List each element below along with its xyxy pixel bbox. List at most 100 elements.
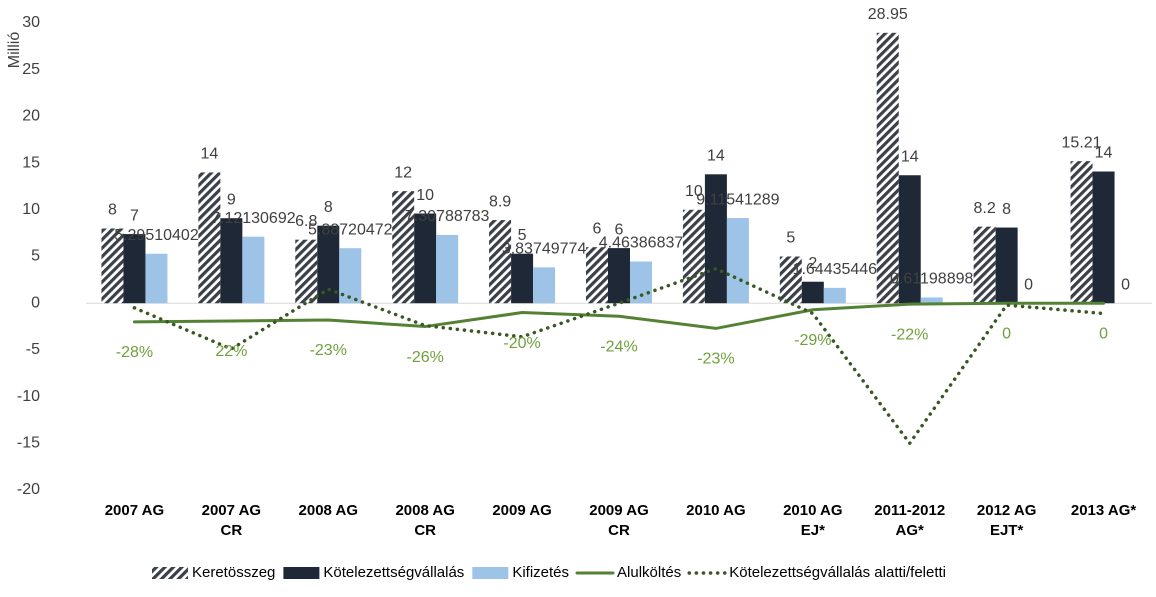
- x-tick-line: AG*: [896, 522, 925, 539]
- bar: [220, 218, 243, 304]
- bar: [242, 236, 265, 304]
- data-label: 0: [1024, 276, 1033, 293]
- data-label: 5: [786, 230, 795, 247]
- annotation: -23%: [697, 351, 734, 368]
- y-tick-label: 5: [31, 248, 40, 265]
- x-tick-line: EJ*: [801, 522, 825, 539]
- line-series: [132, 301, 1106, 330]
- data-label: 7.30788783: [405, 208, 490, 225]
- bar: [586, 247, 608, 304]
- x-tick-label: 2013 AG*: [1071, 502, 1136, 519]
- data-label: 9: [227, 191, 236, 208]
- x-tick-line: 2009 AG: [492, 502, 551, 519]
- y-tick-label: 0: [31, 294, 40, 311]
- x-tick-line: CR: [608, 522, 630, 539]
- legend-label: Kötelezettségvállalás alatti/feletti: [729, 564, 946, 581]
- data-label: 12: [394, 164, 412, 181]
- y-axis-label: Millió: [6, 32, 23, 69]
- data-label: 6: [615, 221, 624, 238]
- data-label: 14: [1095, 145, 1113, 162]
- data-label: 7.12130692: [211, 210, 296, 227]
- bar: [101, 228, 124, 304]
- bar: [726, 218, 749, 304]
- x-tick-label: 2008 AG: [299, 502, 358, 519]
- y-tick-label: 15: [22, 154, 40, 171]
- x-tick-label: 2011-2012 AG*: [874, 502, 945, 539]
- data-label: 0: [1121, 276, 1130, 293]
- x-tick-line: 2013 AG*: [1071, 502, 1136, 519]
- bar: [317, 225, 340, 304]
- annotation: -29%: [794, 332, 831, 349]
- data-label: 14: [200, 146, 218, 163]
- y-tick-label: 20: [22, 108, 40, 125]
- bar: [339, 248, 362, 304]
- data-label: 0.61198898: [890, 271, 973, 288]
- data-label: 6: [593, 220, 602, 237]
- data-label: 15.21: [1062, 134, 1102, 151]
- x-tick-label: 2010 AG: [686, 502, 745, 519]
- data-label: 5.88720472: [308, 221, 393, 238]
- x-tick-label: 2010 AG EJ*: [783, 502, 842, 539]
- x-tick-line: 2008 AG: [395, 502, 454, 519]
- data-label: 9.11541289: [696, 191, 779, 208]
- bar: [1070, 161, 1093, 304]
- x-tick-line: 2009 AG: [589, 502, 648, 519]
- x-tick-label: 2012 AG EJT*: [977, 502, 1036, 539]
- bar: [533, 267, 556, 304]
- y-tick-label: -20: [17, 481, 40, 498]
- data-label: 14: [901, 148, 919, 165]
- data-label: 6.8: [295, 213, 317, 230]
- data-label: 10: [416, 187, 434, 204]
- x-tick-label: 2009 AG: [492, 502, 551, 519]
- bar: [1092, 171, 1115, 304]
- bar: [973, 226, 996, 304]
- bar: [898, 175, 921, 304]
- data-label: 8.2: [974, 200, 996, 217]
- x-tick-label: 2008 AG CR: [395, 502, 454, 539]
- annotation: 0: [1002, 325, 1011, 342]
- x-tick-line: CR: [221, 522, 243, 539]
- bar: [414, 213, 437, 304]
- bar: [489, 220, 512, 304]
- data-label: 1.64435446: [793, 261, 878, 278]
- bar: [436, 234, 459, 304]
- bar: [511, 253, 534, 304]
- data-label: 10: [685, 183, 703, 200]
- annotation: -26%: [407, 349, 444, 366]
- bar: [295, 239, 318, 304]
- bar: [608, 248, 630, 304]
- data-label: 5: [518, 227, 527, 244]
- bar: [920, 297, 943, 304]
- annotation: -28%: [116, 344, 153, 361]
- legend-label: Kötelezettségvállalás: [323, 564, 464, 581]
- bar: [145, 253, 168, 304]
- data-label: 14: [707, 148, 725, 165]
- x-tick-line: EJT*: [990, 522, 1024, 539]
- legend-swatch: [472, 567, 509, 579]
- bar: [801, 281, 824, 304]
- legend-label: Alulköltés: [617, 564, 681, 581]
- x-tick-label: 2009 AG CR: [589, 502, 648, 539]
- y-tick-label: -10: [17, 388, 40, 405]
- bar: [392, 191, 415, 304]
- annotation: -22%: [891, 326, 928, 343]
- annotation: -24%: [600, 338, 637, 355]
- x-tick-line: CR: [414, 522, 436, 539]
- y-tick-label: -15: [17, 435, 40, 452]
- data-label: 3.83749774: [502, 241, 587, 258]
- bar: [198, 172, 221, 304]
- x-tick-label: 2007 AG CR: [202, 502, 261, 539]
- data-label: 4.46386837: [599, 235, 684, 252]
- bar: [995, 227, 1018, 304]
- x-tick-line: 2012 AG: [977, 502, 1036, 519]
- x-tick-label: 2007 AG: [105, 502, 164, 519]
- bar: [876, 32, 899, 304]
- data-label: 5.29510402: [114, 227, 199, 244]
- annotation: -20%: [503, 335, 540, 352]
- data-label: 8: [108, 202, 117, 219]
- data-label: 2: [808, 255, 817, 272]
- bar: [823, 287, 846, 304]
- data-label: 8.9: [489, 193, 511, 210]
- x-tick-line: 2010 AG: [783, 502, 842, 519]
